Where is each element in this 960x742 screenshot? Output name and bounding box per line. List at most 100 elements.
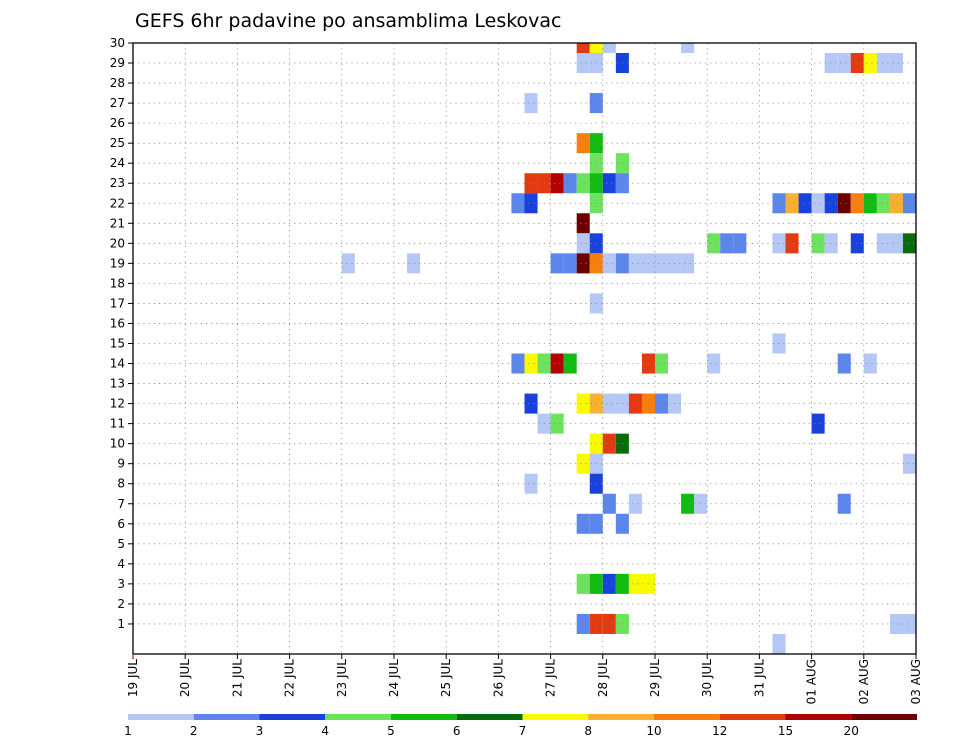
heatmap-cell bbox=[681, 43, 695, 54]
x-tick-label: 29 JUL bbox=[648, 659, 662, 697]
heatmap-cell bbox=[602, 613, 616, 634]
heatmap-cell bbox=[811, 413, 825, 434]
heatmap-cell bbox=[863, 53, 877, 74]
x-tick-label: 28 JUL bbox=[596, 659, 610, 697]
colorbar-swatch bbox=[785, 714, 852, 720]
x-tick-label: 20 JUL bbox=[178, 659, 192, 697]
heatmap-cell bbox=[628, 253, 642, 274]
heatmap-cell bbox=[902, 193, 916, 214]
heatmap-cell bbox=[889, 53, 903, 74]
cells-layer bbox=[341, 43, 916, 654]
y-tick-label: 9 bbox=[117, 457, 125, 471]
heatmap-cell bbox=[524, 473, 538, 494]
heatmap-cell bbox=[576, 513, 590, 534]
y-tick-label: 17 bbox=[110, 296, 125, 310]
heatmap-cell bbox=[576, 613, 590, 634]
colorbar-swatch bbox=[456, 714, 523, 720]
heatmap-cell bbox=[902, 453, 916, 474]
colorbar-swatch bbox=[719, 714, 786, 720]
colorbar-swatch bbox=[193, 714, 260, 720]
heatmap-cell bbox=[602, 393, 616, 414]
heatmap-cell bbox=[628, 493, 642, 514]
heatmap-cell bbox=[863, 353, 877, 374]
grid-layer bbox=[133, 42, 916, 654]
x-tick-label: 27 JUL bbox=[544, 659, 558, 697]
x-tick-label: 21 JUL bbox=[230, 659, 244, 697]
y-tick-label: 25 bbox=[110, 136, 125, 150]
heatmap-cell bbox=[576, 233, 590, 254]
heatmap-cell bbox=[850, 233, 864, 254]
heatmap-cell bbox=[902, 613, 916, 634]
heatmap-cell bbox=[798, 193, 812, 214]
colorbar-label: 20 bbox=[844, 724, 859, 738]
heatmap-cell bbox=[576, 573, 590, 594]
x-tick-label: 03 AUG bbox=[909, 659, 923, 704]
heatmap-cell bbox=[602, 43, 616, 54]
colorbar-swatch bbox=[325, 714, 391, 720]
heatmap-cell bbox=[772, 633, 786, 654]
y-tick-label: 29 bbox=[110, 56, 125, 70]
heatmap-cell bbox=[837, 193, 851, 214]
x-tick-label: 23 JUL bbox=[335, 659, 349, 697]
colorbar-label: 3 bbox=[256, 724, 264, 738]
heatmap-cell bbox=[589, 43, 603, 54]
colorbar-label: 8 bbox=[584, 724, 592, 738]
heatmap-cell bbox=[850, 53, 864, 74]
heatmap-cell bbox=[837, 53, 851, 74]
heatmap-cell bbox=[602, 493, 616, 514]
colorbar-label: 10 bbox=[646, 724, 661, 738]
heatmap-cell bbox=[576, 133, 590, 154]
x-tick-label: 22 JUL bbox=[283, 659, 297, 697]
y-tick-label: 21 bbox=[110, 216, 125, 230]
heatmap-cell bbox=[707, 353, 721, 374]
heatmap-cell bbox=[889, 233, 903, 254]
y-tick-label: 5 bbox=[117, 537, 125, 551]
y-tick-label: 28 bbox=[110, 76, 125, 90]
y-axis: 1234567891011121314151617181920212223242… bbox=[110, 36, 133, 631]
heatmap-cell bbox=[733, 233, 747, 254]
y-tick-label: 3 bbox=[117, 577, 125, 591]
colorbar-swatch bbox=[391, 714, 457, 720]
heatmap-cell bbox=[889, 613, 903, 634]
colorbar-label: 1 bbox=[124, 724, 132, 738]
y-tick-label: 10 bbox=[110, 437, 125, 451]
heatmap-cell bbox=[524, 353, 538, 374]
y-tick-label: 24 bbox=[110, 156, 125, 170]
colorbar-label: 4 bbox=[321, 724, 329, 738]
y-tick-label: 27 bbox=[110, 96, 125, 110]
colorbar-label: 15 bbox=[778, 724, 793, 738]
x-tick-label: 31 JUL bbox=[752, 659, 766, 697]
heatmap-cell bbox=[576, 393, 590, 414]
heatmap-cell bbox=[681, 493, 695, 514]
heatmap-cell bbox=[707, 233, 721, 254]
y-tick-label: 19 bbox=[110, 256, 125, 270]
x-tick-label: 19 JUL bbox=[126, 659, 140, 697]
y-tick-label: 7 bbox=[117, 497, 125, 511]
heatmap-cell bbox=[602, 253, 616, 274]
y-tick-label: 23 bbox=[110, 176, 125, 190]
heatmap-cell bbox=[602, 173, 616, 194]
heatmap-cell bbox=[785, 233, 799, 254]
colorbar-label: 7 bbox=[519, 724, 527, 738]
heatmap-cell bbox=[889, 193, 903, 214]
heatmap-cell bbox=[837, 353, 851, 374]
heatmap-cell bbox=[876, 193, 890, 214]
heatmap-cell bbox=[407, 253, 421, 274]
y-tick-label: 15 bbox=[110, 336, 125, 350]
heatmap-cell bbox=[902, 233, 916, 254]
heatmap-cell bbox=[550, 173, 564, 194]
heatmap-cell bbox=[524, 93, 538, 114]
heatmap-cell bbox=[576, 253, 590, 274]
colorbar-swatch bbox=[128, 714, 194, 720]
colorbar-label: 5 bbox=[387, 724, 395, 738]
heatmap-cell bbox=[550, 253, 564, 274]
y-tick-label: 22 bbox=[110, 196, 125, 210]
y-tick-label: 18 bbox=[110, 276, 125, 290]
heatmap-cell bbox=[524, 393, 538, 414]
heatmap-cell bbox=[576, 453, 590, 474]
y-tick-label: 8 bbox=[117, 477, 125, 491]
heatmap-cell bbox=[850, 193, 864, 214]
colorbar-swatch bbox=[654, 714, 720, 720]
heatmap-cell bbox=[655, 253, 669, 274]
